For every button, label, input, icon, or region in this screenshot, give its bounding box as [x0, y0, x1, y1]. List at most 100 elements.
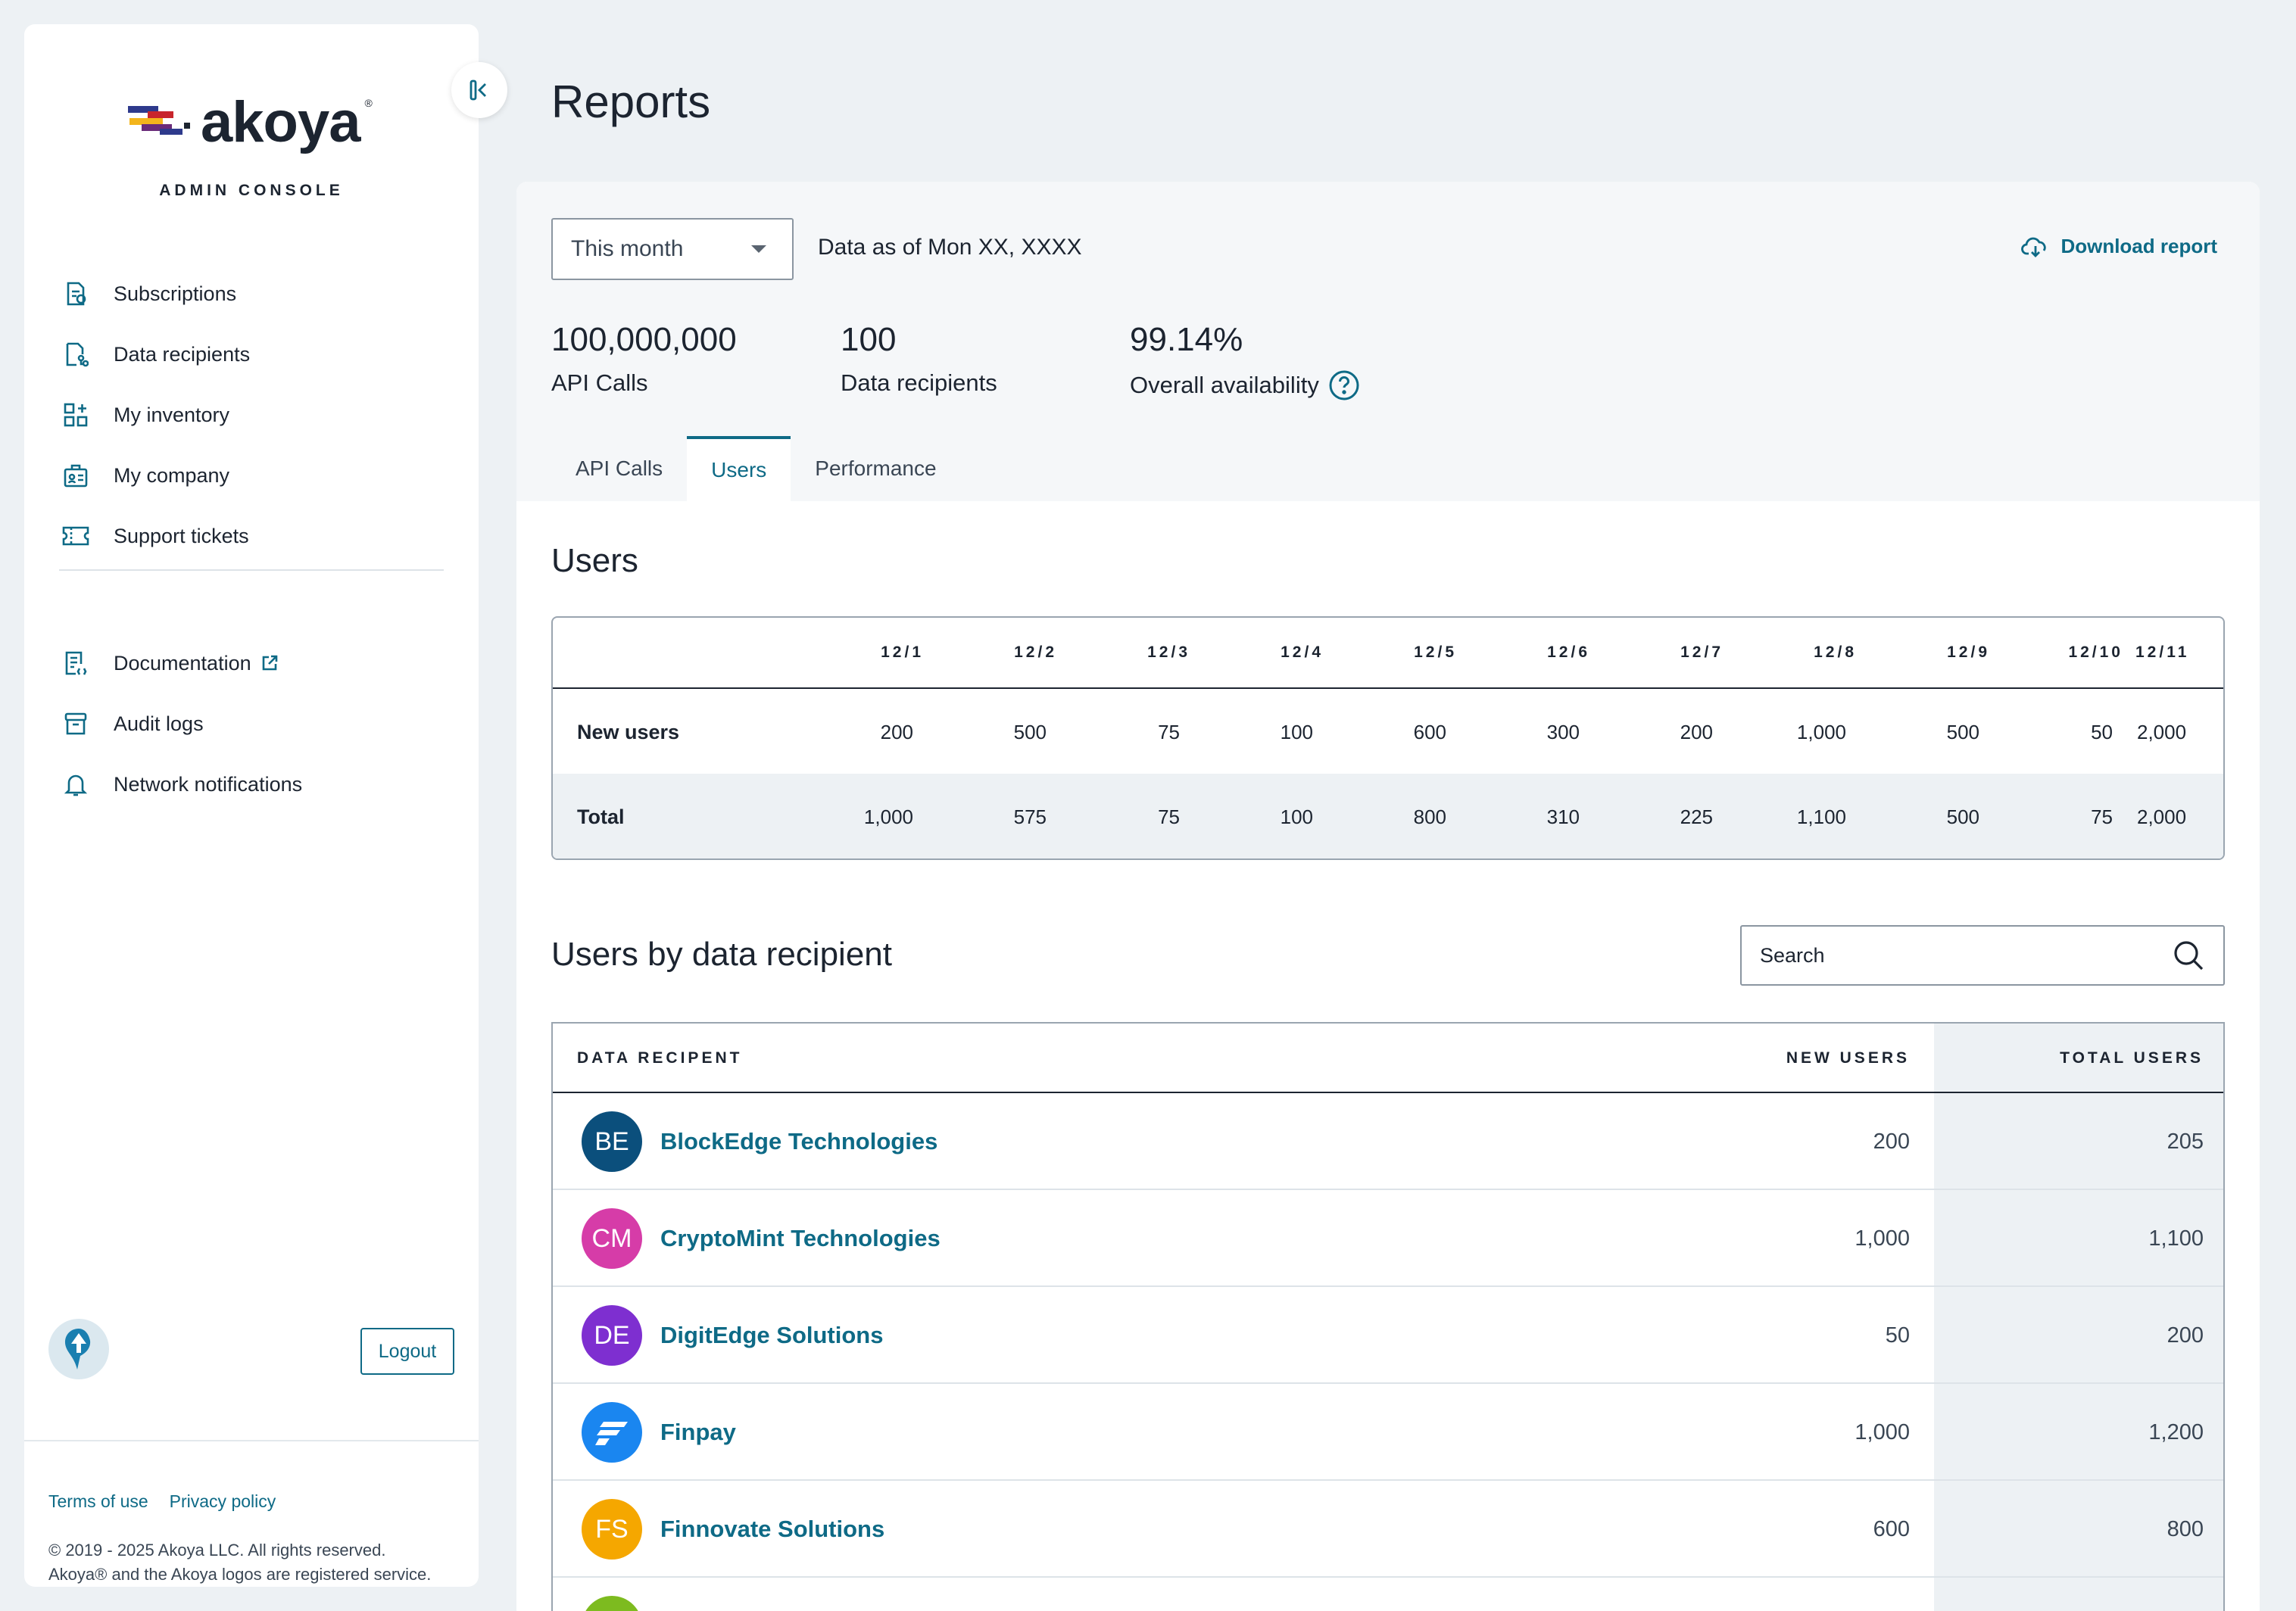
total-users-value: 205	[2167, 1130, 2204, 1154]
stat-label-text: Overall availability	[1130, 372, 1319, 398]
table-cell: 1,100	[1796, 806, 1846, 828]
table-cell: 2,000	[2137, 721, 2187, 743]
bell-icon	[61, 769, 91, 799]
period-select[interactable]: This month	[551, 218, 794, 280]
table-cell: 310	[1546, 806, 1580, 828]
search-placeholder: Search	[1760, 943, 1825, 967]
stat-value: 100	[841, 321, 897, 358]
nav-label: My company	[114, 463, 230, 487]
recipient-name-link[interactable]: Finpay	[660, 1419, 736, 1445]
new-users-value: 600	[1873, 1517, 1910, 1541]
company-icon	[61, 460, 91, 491]
avatar: FS	[582, 1499, 642, 1560]
download-report-button[interactable]: Download report	[2021, 235, 2217, 258]
user-avatar-icon	[64, 1329, 91, 1370]
table-cell: 2,000	[2137, 806, 2187, 828]
data-as-of: Data as of Mon XX, XXXX	[818, 235, 1082, 260]
finpay-logo-icon	[582, 1402, 642, 1463]
copyright-line: Akoya® and the Akoya logos are registere…	[48, 1565, 432, 1584]
user-avatar[interactable]	[48, 1319, 109, 1379]
terms-link[interactable]: Terms of use	[48, 1491, 148, 1511]
akoya-logo[interactable]: akoya ®	[126, 94, 373, 151]
nav-label: Subscriptions	[114, 282, 237, 305]
table-cell: 500	[1946, 806, 1979, 828]
stat-overall-availability: 99.14% Overall availability	[1130, 321, 1360, 401]
copyright: © 2019 - 2025 Akoya LLC. All rights rese…	[48, 1538, 431, 1587]
tab-users[interactable]: Users	[687, 436, 791, 501]
collapse-sidebar-icon	[469, 79, 486, 101]
nav-item-network-notifications[interactable]: Network notifications	[24, 754, 479, 815]
date-header: 12/10	[2068, 643, 2123, 661]
date-header: 12/8	[1814, 643, 1857, 661]
date-header: 12/11	[2135, 643, 2190, 661]
column-header[interactable]: DATA RECIPENT	[577, 1049, 743, 1067]
collapse-sidebar-button[interactable]	[451, 62, 507, 118]
cloud-download-icon	[2021, 237, 2047, 257]
daily-users-table[interactable]: 12/1 12/2 12/3 12/4 12/5 12/6 12/7 12/8 …	[551, 616, 2225, 860]
table-cell: 300	[1546, 721, 1580, 743]
footer-divider	[24, 1440, 479, 1441]
date-header: 12/7	[1680, 643, 1724, 661]
date-header: 12/1	[881, 643, 924, 661]
recipient-name-link[interactable]: DigitEdge Solutions	[660, 1322, 884, 1348]
table-cell: 1,000	[863, 806, 913, 828]
table-cell: 500	[1013, 721, 1047, 743]
console-label: ADMIN CONSOLE	[159, 182, 344, 199]
table-cell: 100	[1280, 721, 1313, 743]
period-value: This month	[571, 236, 684, 261]
date-header: 12/2	[1014, 643, 1057, 661]
table-row[interactable]: FS Finnovate Solutions 600 800	[553, 1481, 2223, 1578]
nav-label: Support tickets	[114, 524, 249, 547]
recipient-name-link[interactable]: Finnovate Solutions	[660, 1516, 885, 1542]
search-icon[interactable]	[2172, 939, 2205, 972]
table-row[interactable]: CM CryptoMint Technologies 1,000 1,100	[553, 1190, 2223, 1287]
row-label: Total	[577, 806, 625, 828]
table-cell: 800	[1413, 806, 1446, 828]
stat-label: Data recipients	[841, 369, 997, 397]
date-header: 12/4	[1281, 643, 1324, 661]
documentation-icon	[61, 648, 91, 678]
stat-data-recipients: 100 Data recipients	[841, 321, 997, 397]
table-row[interactable]: DE DigitEdge Solutions 50 200	[553, 1287, 2223, 1384]
table-row[interactable]	[553, 1578, 2223, 1611]
nav-label: Network notifications	[114, 772, 303, 796]
chevron-down-icon	[751, 245, 766, 253]
recipient-name-link[interactable]: BlockEdge Technologies	[660, 1128, 938, 1154]
stat-api-calls: 100,000,000 API Calls	[551, 321, 737, 397]
nav-item-documentation[interactable]: Documentation	[24, 633, 479, 693]
avatar	[582, 1596, 642, 1611]
help-icon[interactable]	[1328, 369, 1360, 401]
privacy-link[interactable]: Privacy policy	[169, 1491, 276, 1511]
nav-label: Data recipients	[114, 342, 251, 366]
nav-item-audit-logs[interactable]: Audit logs	[24, 693, 479, 754]
tab-api-calls[interactable]: API Calls	[576, 457, 663, 480]
nav-item-data-recipients[interactable]: Data recipients	[24, 324, 479, 385]
column-header[interactable]: NEW USERS	[1786, 1049, 1910, 1067]
logout-button[interactable]: Logout	[360, 1328, 454, 1375]
total-users-value: 1,100	[2148, 1226, 2204, 1251]
nav-item-support-tickets[interactable]: Support tickets	[24, 506, 479, 566]
table-row[interactable]: Finpay 1,000 1,200	[553, 1384, 2223, 1481]
primary-nav: Subscriptions Data recipients My invento…	[24, 263, 479, 566]
recipients-table: DATA RECIPENT NEW USERS TOTAL USERS BE B…	[551, 1022, 2225, 1611]
tab-performance[interactable]: Performance	[815, 457, 937, 480]
column-header[interactable]: TOTAL USERS	[2060, 1049, 2204, 1067]
table-cell: 500	[1946, 721, 1979, 743]
stat-label-text: Data recipients	[841, 369, 997, 396]
nav-item-my-inventory[interactable]: My inventory	[24, 385, 479, 445]
total-column-background	[1934, 1024, 2223, 1611]
recipient-name-link[interactable]: CryptoMint Technologies	[660, 1225, 941, 1251]
date-header: 12/5	[1414, 643, 1457, 661]
brand-name: akoya	[201, 90, 360, 154]
table-cell: 600	[1413, 721, 1446, 743]
nav-item-subscriptions[interactable]: Subscriptions	[24, 263, 479, 324]
total-users-value: 200	[2167, 1323, 2204, 1348]
table-row[interactable]: BE BlockEdge Technologies 200 205	[553, 1093, 2223, 1190]
akoya-logo-mark-icon	[128, 106, 190, 135]
nav-item-my-company[interactable]: My company	[24, 445, 479, 506]
search-input[interactable]: Search	[1740, 925, 2225, 986]
nav-label: Audit logs	[114, 712, 204, 735]
stat-label-text: API Calls	[551, 369, 648, 396]
table-header-row: DATA RECIPENT NEW USERS TOTAL USERS	[553, 1024, 2223, 1093]
new-users-value: 1,000	[1855, 1226, 1910, 1251]
